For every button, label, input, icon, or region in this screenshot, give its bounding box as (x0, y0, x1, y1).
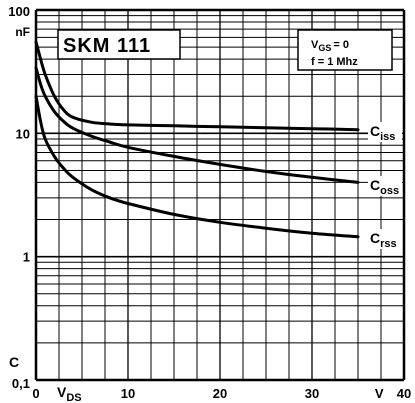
series-label-crss: Crss (370, 230, 397, 250)
series-group (34, 40, 402, 249)
series-line-crss (34, 94, 360, 239)
x-tick-label: 30 (305, 386, 319, 401)
series-label-coss: Coss (370, 177, 399, 197)
x-axis-label: VDS (57, 384, 82, 403)
condition-text: f = 1 Mhz (311, 56, 358, 68)
conditions-box (297, 29, 393, 71)
y-axis-label: C (9, 354, 19, 370)
y-tick-label: 1 (23, 250, 30, 265)
x-tick-label: 40 (397, 386, 411, 401)
series-line-coss (34, 66, 360, 184)
y-tick-label: 0,1 (12, 376, 30, 391)
series-label-bg (368, 176, 402, 196)
y-axis-unit: nF (15, 25, 30, 39)
x-tick-label: 10 (121, 386, 135, 401)
x-tick-label: 0 (32, 386, 39, 401)
x-axis-unit: V (375, 386, 384, 401)
grid (34, 8, 406, 382)
condition-text: VGS = 0 (311, 39, 349, 53)
x-tick-label: 20 (213, 386, 227, 401)
chart-title: SKM 111 (63, 35, 151, 57)
title-box (57, 29, 181, 60)
series-line-ciss (34, 40, 360, 132)
series-label-ciss: Ciss (370, 123, 395, 143)
y-tick-label: 10 (16, 126, 30, 141)
series-label-bg (368, 229, 402, 249)
labels-group: SKM 111 VGS = 0 f = 1 Mhz 0 10 20 30 40 VDS V 0,1 1… (8, 4, 411, 403)
y-tick-label: 100 (8, 4, 30, 19)
series-label-bg (368, 122, 402, 142)
